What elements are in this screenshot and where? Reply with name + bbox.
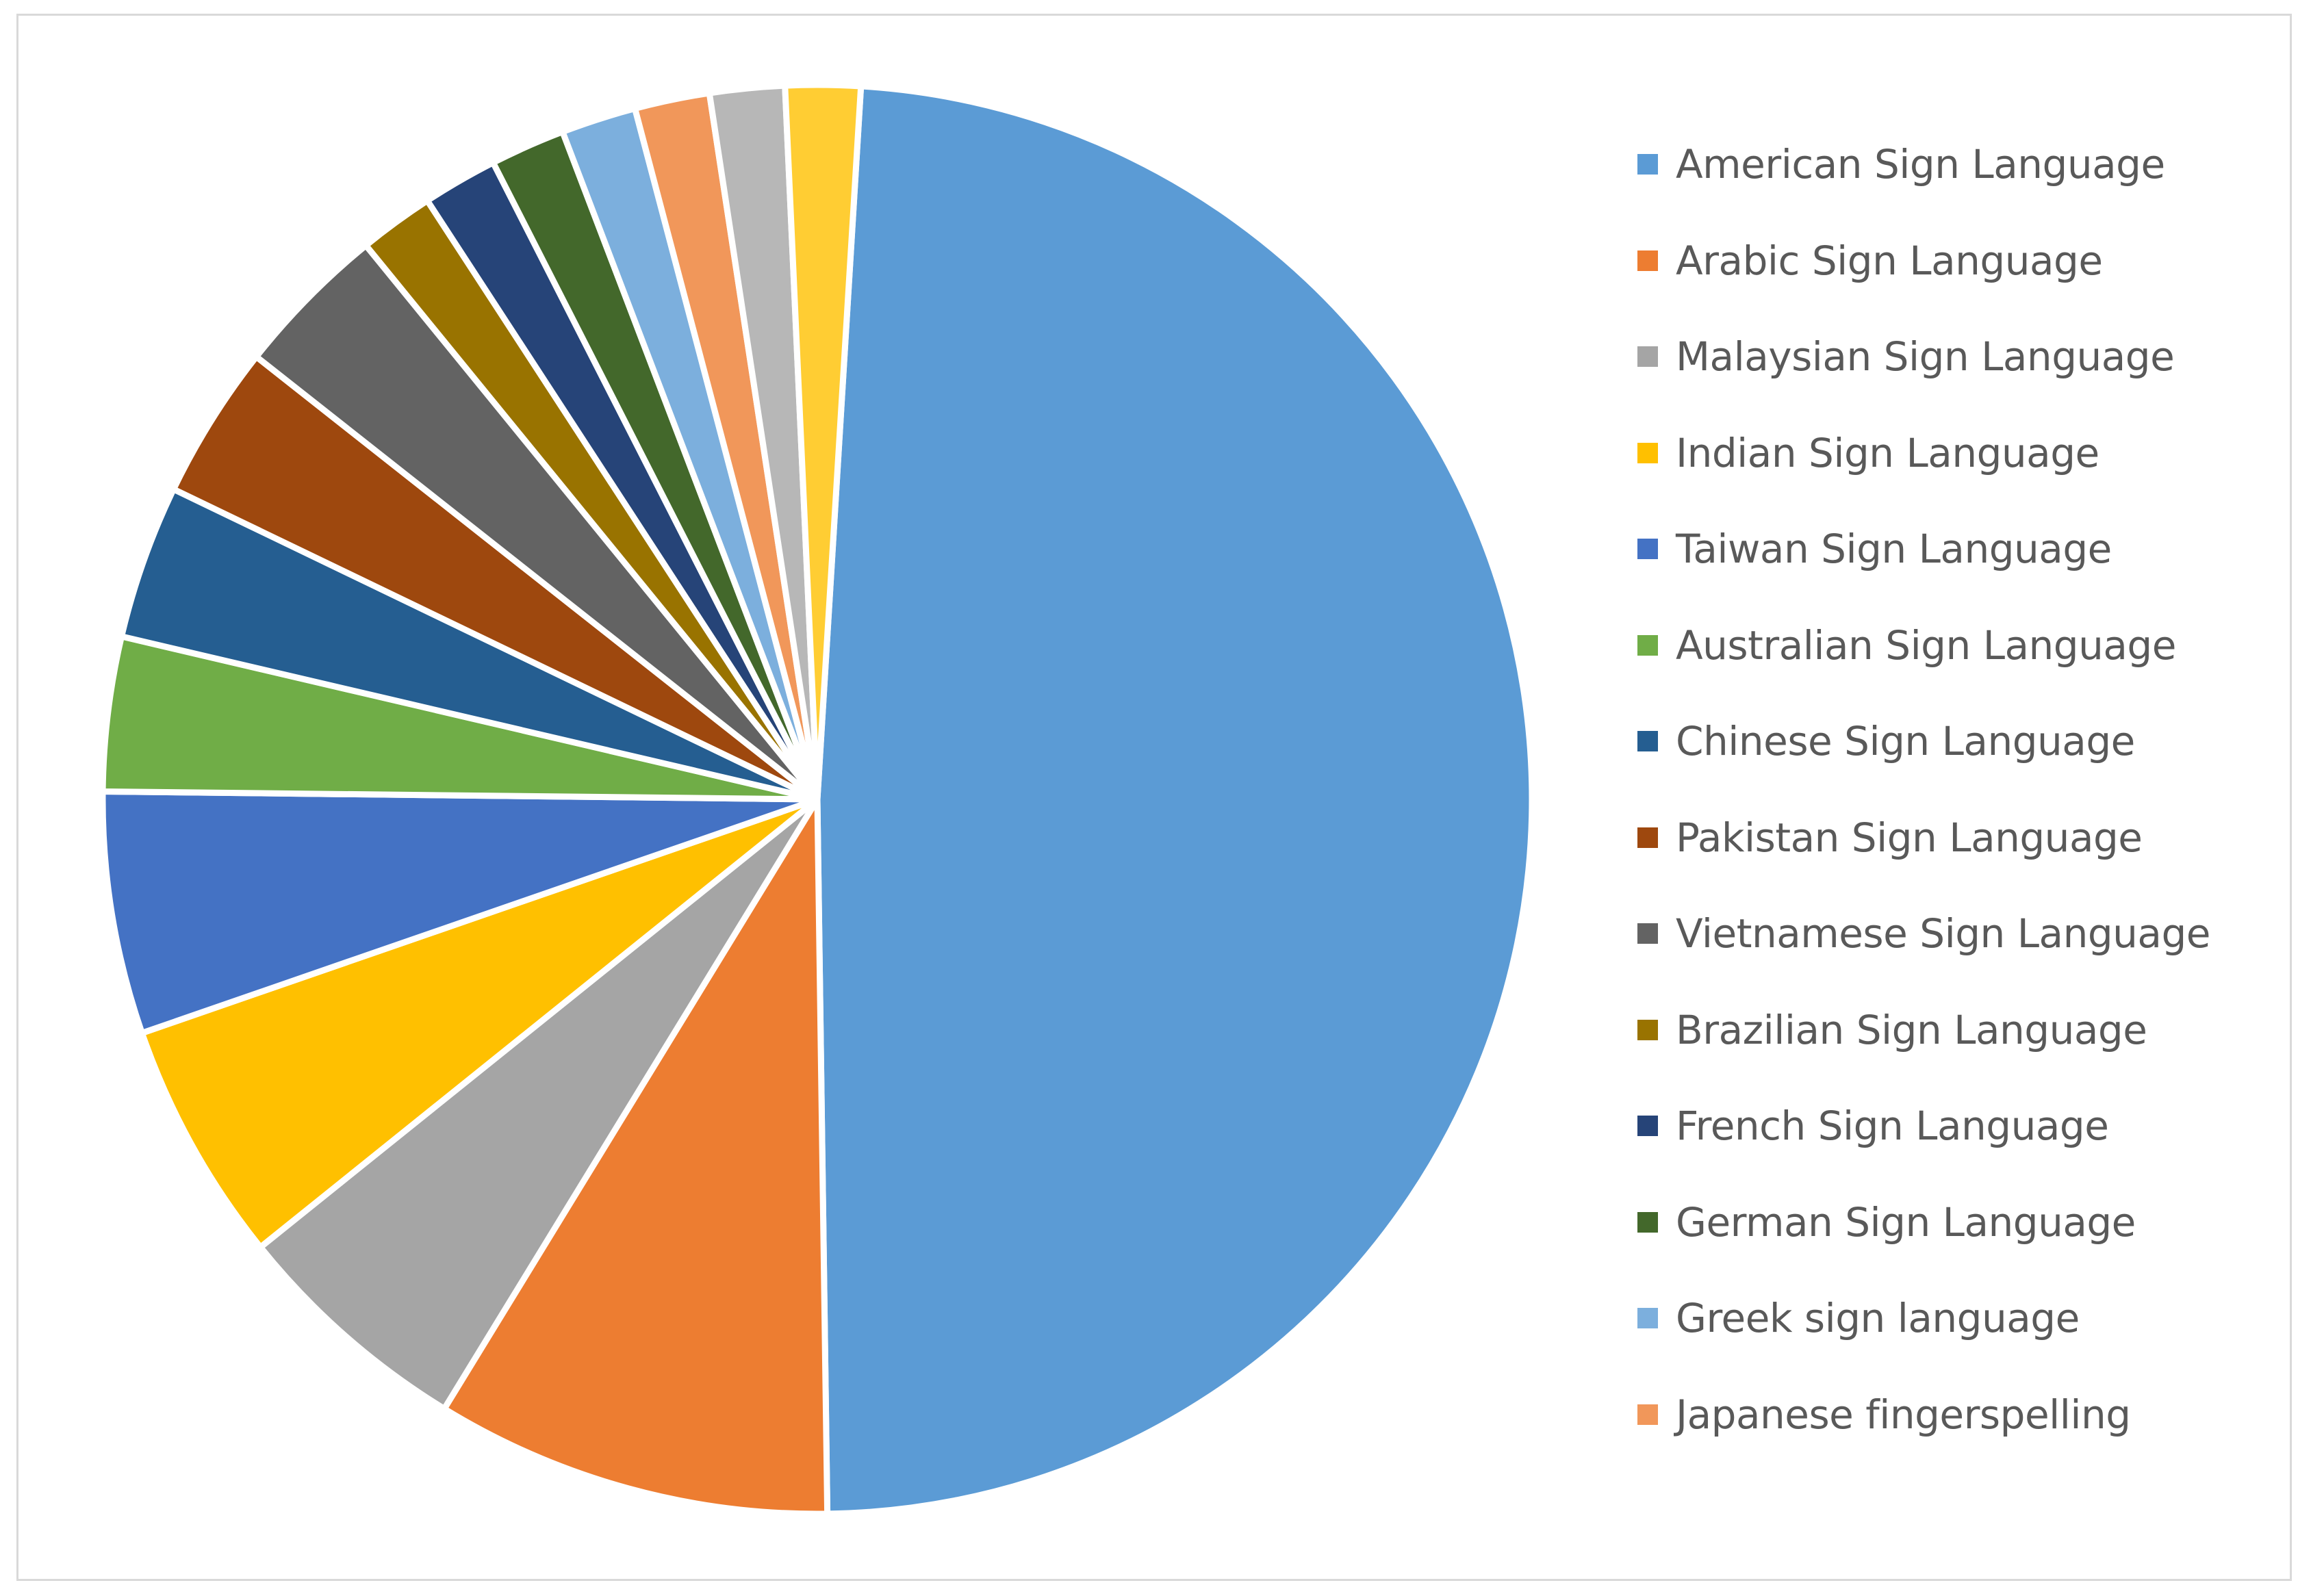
legend-label: French Sign Language (1676, 1103, 2109, 1149)
legend-item: French Sign Language (1637, 1098, 2109, 1153)
legend-item: Pakistan Sign Language (1637, 810, 2143, 865)
legend-swatch (1637, 1404, 1658, 1425)
pie-slice-malaysian-sign-language (257, 796, 821, 1412)
legend-item: Chinese Sign Language (1637, 714, 2135, 769)
legend-swatch (1637, 1308, 1658, 1328)
legend-label: Brazilian Sign Language (1676, 1006, 2147, 1053)
legend-label: Australian Sign Language (1676, 621, 2176, 669)
legend-label: Malaysian Sign Language (1676, 333, 2175, 380)
pie-slice-indian-sign-language (138, 796, 821, 1250)
legend-item: Australian Sign Language (1637, 618, 2176, 673)
legend-swatch (1637, 923, 1658, 944)
legend-swatch (1637, 1211, 1658, 1233)
pie-slice-unlabeled-15 (782, 81, 865, 803)
legend-swatch (1637, 346, 1658, 367)
legend-label: Indian Sign Language (1676, 429, 2099, 476)
legend-item: German Sign Language (1637, 1195, 2136, 1250)
legend-label: Pakistan Sign Language (1676, 814, 2143, 861)
legend-swatch (1637, 1116, 1658, 1136)
legend-swatch (1637, 539, 1658, 559)
legend-item: Vietnamese Sign Language (1637, 906, 2210, 961)
legend-swatch (1637, 154, 1658, 175)
legend-swatch (1637, 634, 1658, 656)
legend-swatch (1637, 731, 1658, 751)
legend-item: Brazilian Sign Language (1637, 1003, 2147, 1057)
legend-swatch (1637, 250, 1658, 271)
legend-swatch (1637, 1019, 1658, 1040)
pie-slice-taiwan-sign-language (99, 788, 821, 1036)
pie-slice-arabic-sign-language (441, 796, 831, 1517)
legend-item: American Sign Language (1637, 137, 2165, 192)
legend-item: Malaysian Sign Language (1637, 329, 2175, 384)
legend-item: Indian Sign Language (1637, 426, 2099, 480)
legend-label: Arabic Sign Language (1676, 237, 2103, 284)
legend-label: Chinese Sign Language (1676, 718, 2135, 764)
pie-slice-american-sign-language (814, 83, 1535, 1517)
legend-swatch (1637, 442, 1658, 463)
legend-label: Taiwan Sign Language (1676, 526, 2112, 572)
legend-item: Greek sign language (1637, 1291, 2080, 1346)
legend-item: Japanese fingerspelling (1637, 1387, 2131, 1442)
legend-swatch (1637, 827, 1658, 848)
legend-item: Taiwan Sign Language (1637, 522, 2112, 576)
legend-label: American Sign Language (1676, 141, 2165, 188)
legend-label: German Sign Language (1676, 1198, 2136, 1246)
legend-label: Vietnamese Sign Language (1676, 910, 2210, 957)
legend-label: Greek sign language (1676, 1295, 2080, 1341)
legend-item: Arabic Sign Language (1637, 233, 2103, 288)
legend-label: Japanese fingerspelling (1676, 1391, 2131, 1438)
